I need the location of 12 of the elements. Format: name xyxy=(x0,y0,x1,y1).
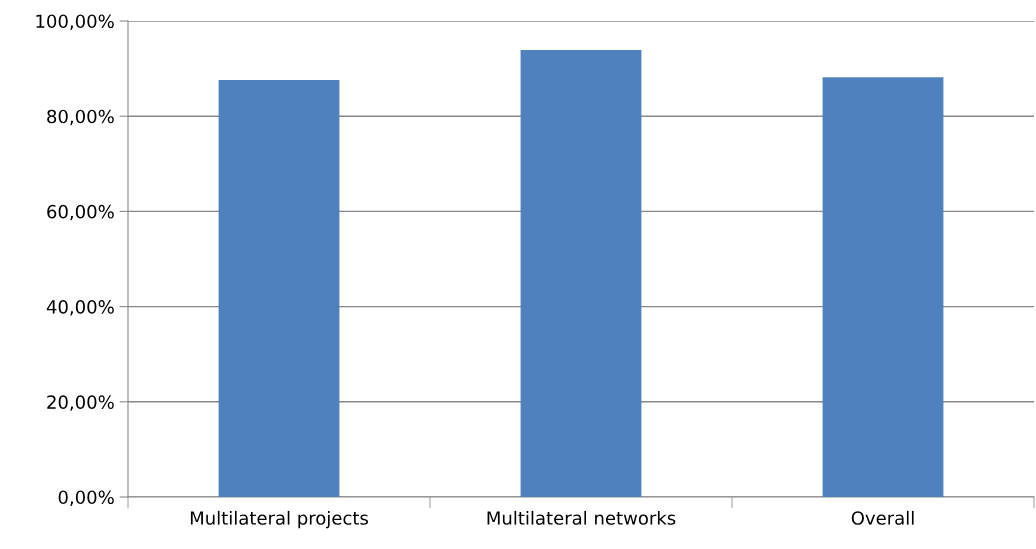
y-tick-label: 80,00% xyxy=(47,109,114,126)
x-tick-label: Overall xyxy=(851,510,914,525)
y-tick-label: 20,00% xyxy=(47,395,114,411)
bar xyxy=(822,77,944,497)
y-tick-label: 100,00% xyxy=(36,14,114,30)
y-tick-label: 60,00% xyxy=(47,204,114,221)
bar xyxy=(520,50,642,497)
bar xyxy=(218,80,340,497)
x-tick-label: Multilateral networks xyxy=(487,510,676,525)
x-tick-label: Multilateral projects xyxy=(190,510,368,529)
y-tick-label: 40,00% xyxy=(46,300,114,316)
y-tick-label: 0,00% xyxy=(58,490,114,506)
